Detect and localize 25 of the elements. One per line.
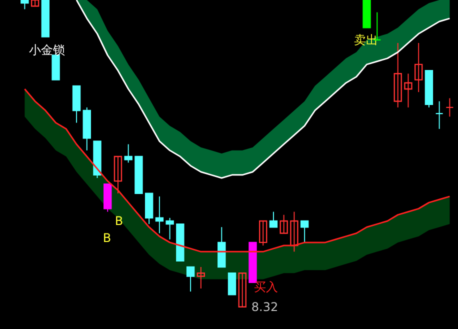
annotation: 买入 [254, 280, 278, 294]
annotation: B [114, 214, 124, 228]
candlestick [394, 42, 402, 108]
candlestick [196, 266, 206, 289]
candlestick [186, 266, 195, 292]
annotation: B [102, 231, 112, 245]
candlestick [435, 100, 444, 130]
candlestick [228, 272, 236, 296]
candlestick [124, 144, 132, 164]
candlestick [238, 272, 246, 308]
candlestick [404, 73, 412, 108]
candlestick [290, 211, 298, 252]
candlestick [114, 156, 122, 194]
candlestick [269, 211, 278, 228]
candlestick [155, 196, 164, 234]
annotation: 小金锁 [29, 43, 65, 57]
candlestick [446, 98, 454, 118]
annotation: 卖出 [354, 33, 378, 47]
candlestick [300, 220, 309, 243]
candlestick [280, 214, 288, 234]
candlestick [414, 42, 423, 93]
annotation: 8.32 [251, 300, 278, 314]
candlestick [166, 217, 174, 240]
candlestick [259, 220, 268, 246]
candlestick [20, 0, 29, 10]
